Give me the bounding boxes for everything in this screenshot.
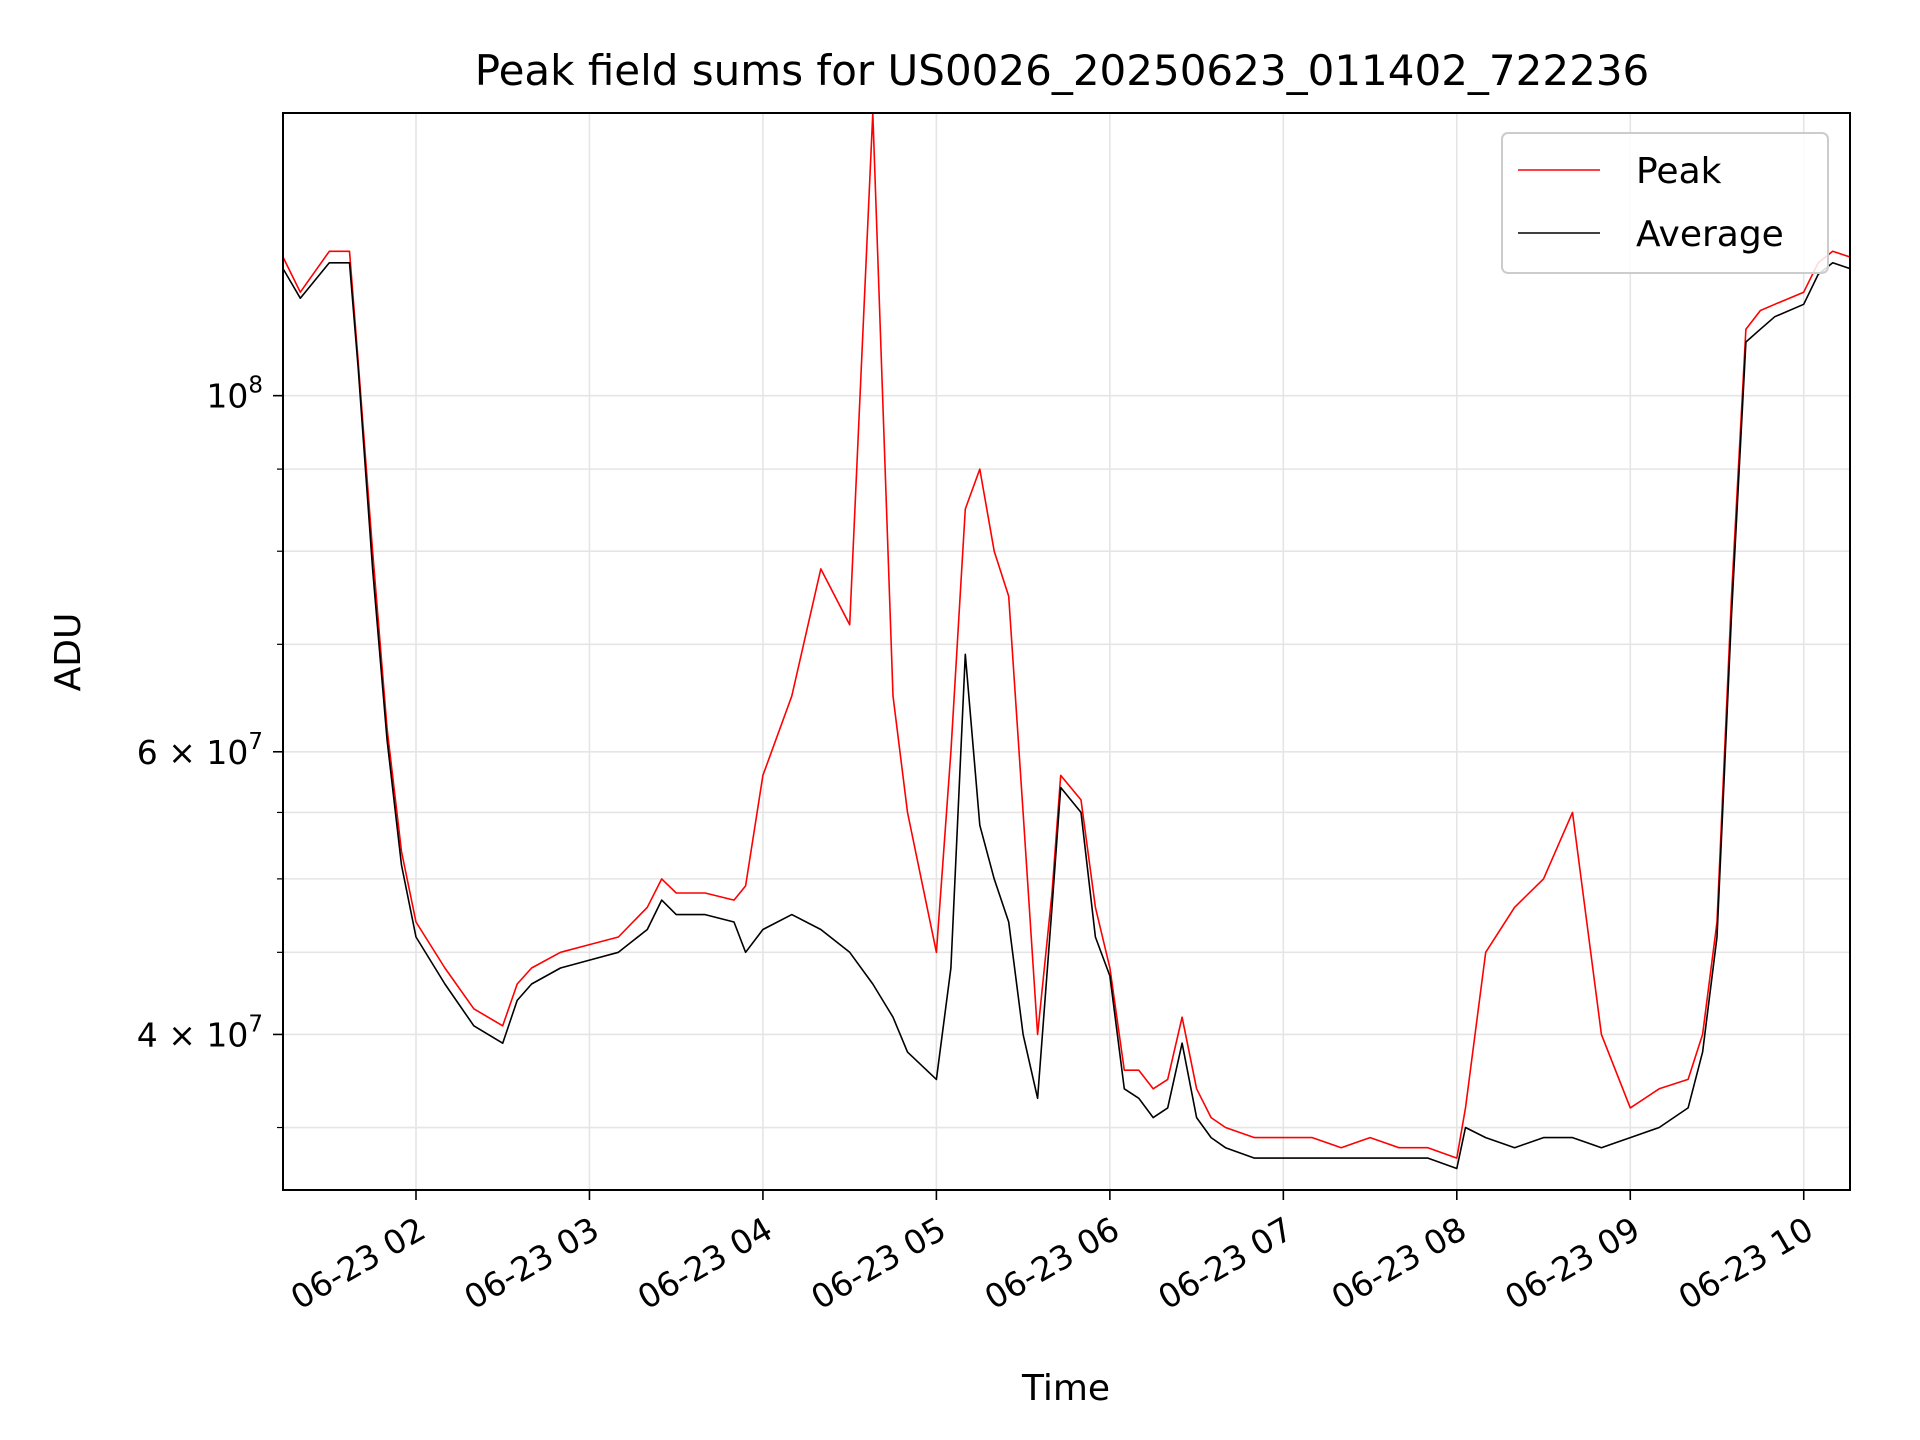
series-layer — [283, 113, 1850, 1170]
legend-box — [1501, 132, 1829, 274]
y-axis: 108 6 × 107 4 × 107 — [137, 373, 283, 1129]
x-axis-label: Time — [1021, 1368, 1110, 1409]
plot-frame — [282, 112, 1851, 1191]
y-tick-label: 108 — [206, 373, 263, 416]
legend-label-peak: Peak — [1636, 151, 1722, 192]
series-line-peak — [283, 113, 1850, 1159]
y-tick-label: 4 × 107 — [137, 1011, 263, 1054]
y-axis-label: ADU — [48, 613, 89, 692]
y-tick-label: 6 × 107 — [137, 729, 263, 772]
legend-label-average: Average — [1636, 214, 1784, 255]
chart-title: Peak field sums for US0026_20250623_0114… — [475, 46, 1650, 95]
series-line-average — [283, 261, 1850, 1170]
legend: Peak Average — [1501, 132, 1829, 274]
plot-area — [283, 113, 1850, 1190]
